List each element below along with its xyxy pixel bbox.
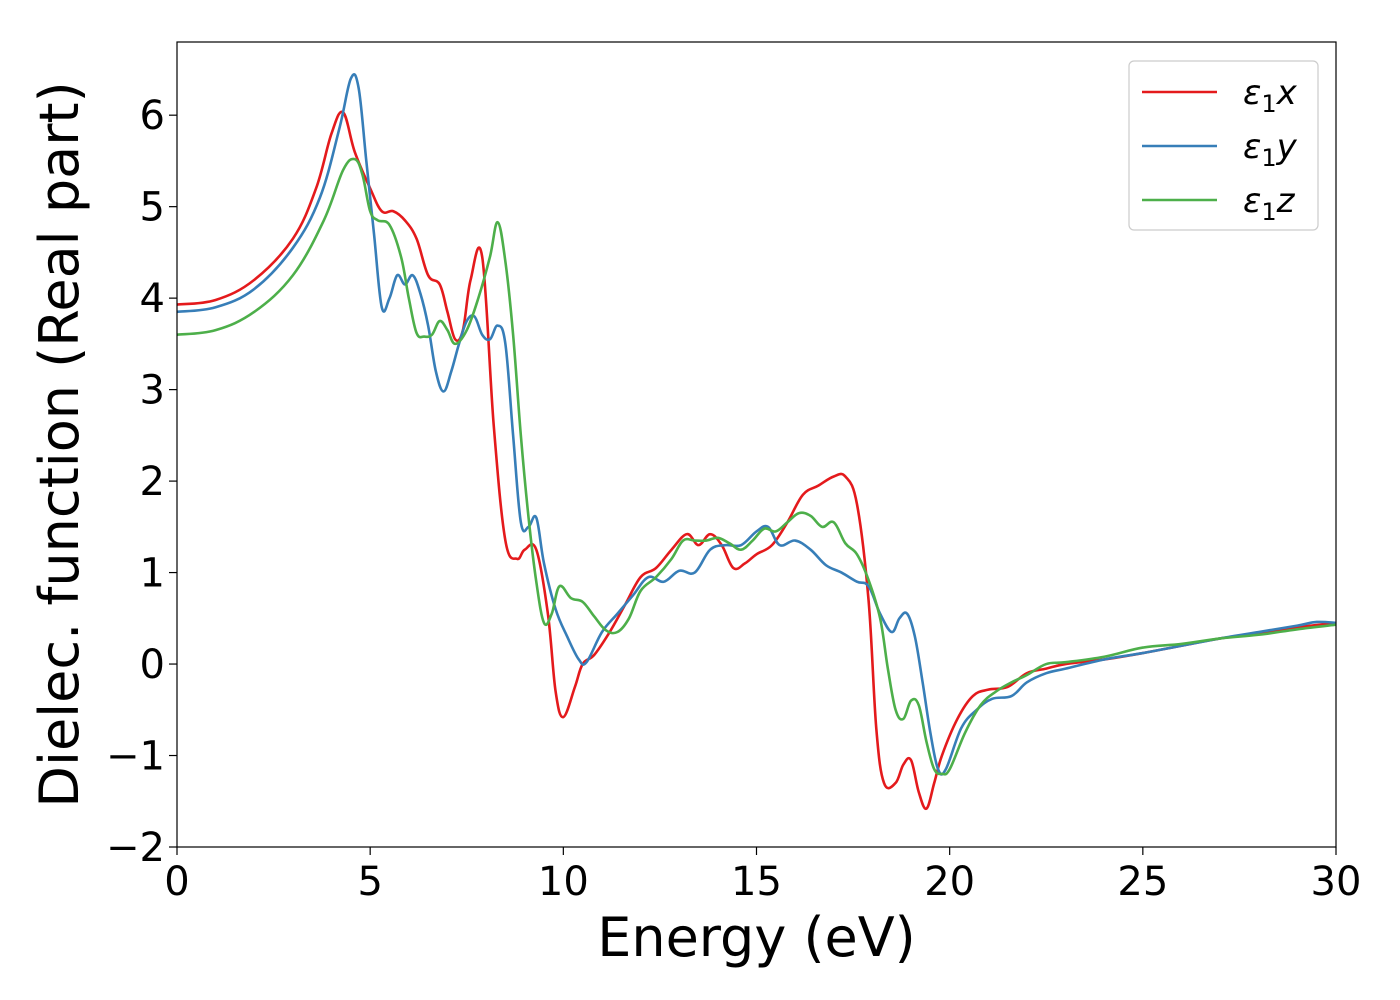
y-tick-label: 5 bbox=[140, 185, 165, 231]
legend-box bbox=[1128, 60, 1319, 231]
y-tick-label: −1 bbox=[106, 734, 165, 780]
legend-label-y: ε1y bbox=[1243, 127, 1298, 172]
legend-label-z: ε1z bbox=[1243, 181, 1296, 226]
y-tick-label: 0 bbox=[140, 642, 165, 688]
x-tick-label: 30 bbox=[1311, 859, 1362, 905]
y-tick-label: 6 bbox=[140, 93, 165, 139]
y-tick-label: 3 bbox=[140, 368, 165, 414]
x-tick-label: 20 bbox=[924, 859, 975, 905]
series-line-x bbox=[177, 110, 1336, 811]
x-axis: 0 5 10 15 20 25 30 bbox=[164, 847, 1361, 905]
x-tick-label: 0 bbox=[164, 859, 189, 905]
x-tick-label: 5 bbox=[357, 859, 382, 905]
x-axis-title: Energy (eV) bbox=[597, 906, 916, 969]
y-axis: −2 −1 0 1 2 3 4 5 6 bbox=[106, 93, 177, 871]
y-tick-label: −2 bbox=[106, 825, 165, 871]
series-line-z bbox=[177, 157, 1336, 776]
series-layer bbox=[177, 73, 1336, 811]
x-tick-label: 10 bbox=[538, 859, 589, 905]
y-axis-title: Dielec. function (Real part) bbox=[28, 81, 91, 807]
x-tick-label: 25 bbox=[1117, 859, 1168, 905]
x-tick-label: 15 bbox=[731, 859, 782, 905]
legend: ε1x ε1y ε1z bbox=[1128, 60, 1319, 231]
y-tick-label: 1 bbox=[140, 551, 165, 597]
y-tick-label: 2 bbox=[140, 459, 165, 505]
y-tick-label: 4 bbox=[140, 276, 165, 322]
legend-label-x: ε1x bbox=[1243, 73, 1298, 118]
